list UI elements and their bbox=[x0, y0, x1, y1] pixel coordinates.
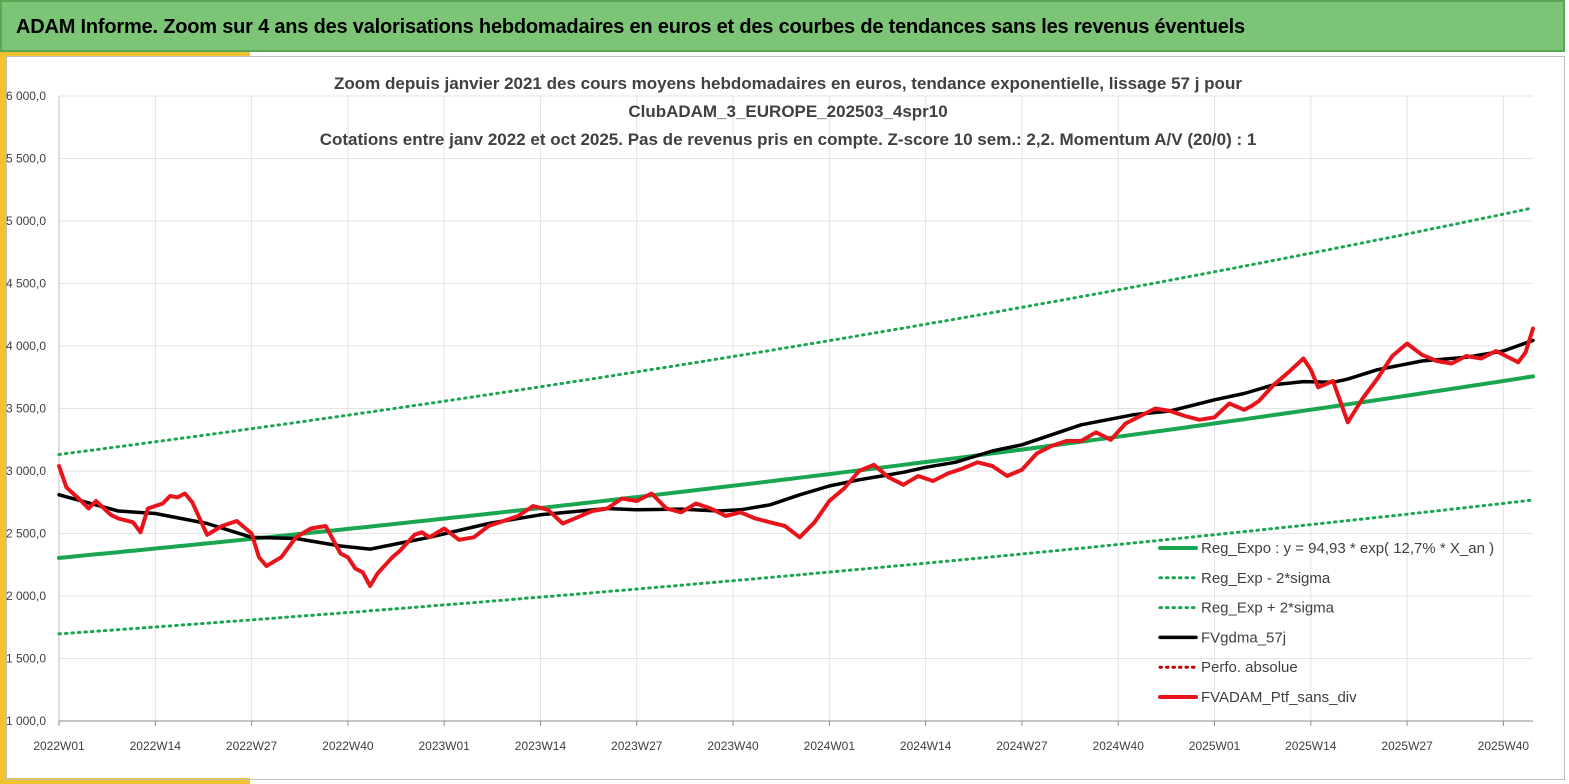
x-tick-label: 2022W27 bbox=[226, 739, 278, 753]
legend-entry[interactable]: FVgdma_57j bbox=[1158, 629, 1286, 646]
x-tick-label: 2025W01 bbox=[1189, 739, 1241, 753]
y-tick-label: 2 000,0 bbox=[6, 589, 46, 603]
series-line-reg-exp-2-sigma bbox=[57, 498, 1535, 636]
x-tick-label: 2023W14 bbox=[515, 739, 567, 753]
chart-title-line-1: Zoom depuis janvier 2021 des cours moyen… bbox=[334, 74, 1242, 93]
legend-entry[interactable]: Perfo. absolue bbox=[1158, 659, 1298, 676]
x-tick-label: 2023W01 bbox=[418, 739, 470, 753]
y-tick-label: 4 500,0 bbox=[6, 277, 46, 291]
chart-frame bbox=[6, 56, 1565, 780]
legend-label: Reg_Exp - 2*sigma bbox=[1201, 570, 1331, 587]
legend-entry[interactable]: Reg_Exp - 2*sigma bbox=[1158, 570, 1331, 587]
legend-entry[interactable]: Reg_Expo : y = 94,93 * exp( 12,7% * X_an… bbox=[1158, 540, 1494, 557]
legend-label: Reg_Exp + 2*sigma bbox=[1201, 600, 1335, 617]
x-tick-label: 2025W27 bbox=[1381, 739, 1433, 753]
x-tick-label: 2023W27 bbox=[611, 739, 663, 753]
y-axis: 1 000,0 1 500,0 2 000,0 2 500,0 3 000,0 3 500… bbox=[6, 89, 60, 728]
y-tick-label: 2 500,0 bbox=[6, 527, 46, 541]
x-tick-label: 2024W40 bbox=[1093, 739, 1145, 753]
x-tick-label: 2025W40 bbox=[1478, 739, 1530, 753]
y-tick-label: 3 500,0 bbox=[6, 402, 46, 416]
series-line-reg-exp-2-sigma bbox=[57, 206, 1535, 456]
x-tick-label: 2023W40 bbox=[707, 739, 759, 753]
y-tick-label: 5 000,0 bbox=[6, 214, 46, 228]
legend[interactable]: Reg_Expo : y = 94,93 * exp( 12,7% * X_an… bbox=[1158, 540, 1494, 706]
x-tick-label: 2022W14 bbox=[130, 739, 182, 753]
legend-label: FVADAM_Ptf_sans_div bbox=[1201, 689, 1357, 706]
series-line-reg-expo-y-94-93-exp-12-7-x-an bbox=[57, 374, 1535, 560]
y-tick-label: 3 000,0 bbox=[6, 464, 46, 478]
gridlines bbox=[58, 95, 1533, 722]
legend-label: Perfo. absolue bbox=[1201, 659, 1298, 676]
chart-title-line-3: Cotations entre janv 2022 et oct 2025. P… bbox=[320, 130, 1257, 149]
y-tick-label: 1 500,0 bbox=[6, 652, 46, 666]
x-tick-label: 2025W14 bbox=[1285, 739, 1337, 753]
x-tick-label: 2024W27 bbox=[996, 739, 1048, 753]
y-tick-label: 5 500,0 bbox=[6, 152, 46, 166]
header-banner: ADAM Informe. Zoom sur 4 ans des valoris… bbox=[0, 0, 1565, 52]
accent-bar-left bbox=[0, 52, 6, 784]
accent-bar-bottom bbox=[0, 778, 250, 784]
series-line-fvadam-ptf-sans-div bbox=[57, 326, 1535, 588]
legend-label: Reg_Expo : y = 94,93 * exp( 12,7% * X_an… bbox=[1201, 540, 1494, 557]
y-tick-label: 1 000,0 bbox=[6, 714, 46, 728]
y-tick-label: 6 000,0 bbox=[6, 89, 46, 103]
chart-title-line-2: ClubADAM_3_EUROPE_202503_4spr10 bbox=[628, 102, 947, 121]
legend-entry[interactable]: FVADAM_Ptf_sans_div bbox=[1158, 689, 1357, 706]
x-axis: 2022W01 2022W14 2022W27 2022W40 2023W01 2023W… bbox=[33, 720, 1533, 753]
chart-title: Zoom depuis janvier 2021 des cours moyen… bbox=[320, 74, 1257, 149]
x-tick-label: 2024W01 bbox=[804, 739, 856, 753]
x-tick-label: 2022W01 bbox=[33, 739, 85, 753]
legend-entry[interactable]: Reg_Exp + 2*sigma bbox=[1158, 600, 1335, 617]
plot-area bbox=[57, 206, 1535, 636]
y-tick-label: 4 000,0 bbox=[6, 339, 46, 353]
x-tick-label: 2024W14 bbox=[900, 739, 952, 753]
x-tick-label: 2022W40 bbox=[322, 739, 374, 753]
legend-label: FVgdma_57j bbox=[1201, 629, 1286, 646]
report-title: ADAM Informe. Zoom sur 4 ans des valoris… bbox=[16, 16, 1245, 38]
accent-bar-top bbox=[0, 52, 250, 56]
series-line-fvgdma-57j bbox=[57, 338, 1535, 551]
